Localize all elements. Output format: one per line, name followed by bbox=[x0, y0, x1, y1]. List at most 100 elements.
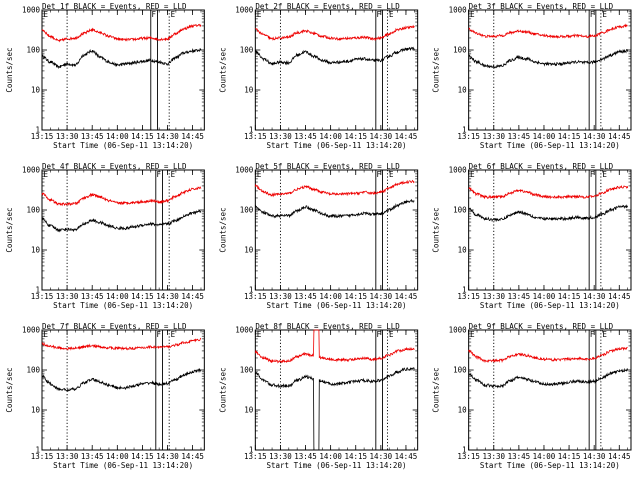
plot-frame bbox=[41, 169, 205, 291]
x-tick-label: 14:30 bbox=[583, 132, 606, 141]
marker-label: E bbox=[171, 330, 176, 339]
events-series-line bbox=[41, 367, 202, 392]
marker-label: F bbox=[156, 330, 161, 339]
x-tick-label: 13:30 bbox=[482, 132, 505, 141]
x-tick-label: 13:15 bbox=[31, 132, 54, 141]
lld-series-line bbox=[254, 329, 415, 364]
events-series-line bbox=[41, 48, 202, 70]
x-tick-label: 13:45 bbox=[294, 132, 317, 141]
x-tick-label: 13:30 bbox=[56, 292, 79, 301]
detector-panel: Det 2f BLACK = Events, RED = LLD 1 10 100 10… bbox=[218, 2, 419, 150]
x-tick-label: 13:15 bbox=[457, 452, 480, 461]
x-axis-label: Start Time (06-Sep-11 13:14:20) bbox=[480, 461, 620, 470]
marker-label: E bbox=[171, 170, 176, 179]
y-tick-label: 100 bbox=[453, 206, 467, 215]
panel-title: Det 5f BLACK = Events, RED = LLD bbox=[255, 162, 400, 171]
x-tick-label: 14:15 bbox=[558, 132, 581, 141]
x-tick-label: 14:45 bbox=[395, 452, 418, 461]
x-tick-label: 14:15 bbox=[131, 292, 154, 301]
y-tick-label: 10 bbox=[31, 406, 41, 415]
x-tick-label: 14:15 bbox=[558, 452, 581, 461]
detector-panel: Det 3f BLACK = Events, RED = LLD 1 10 100 10… bbox=[432, 2, 632, 150]
marker-label: E bbox=[602, 330, 607, 339]
x-tick-label: 13:45 bbox=[81, 452, 104, 461]
events-series-line bbox=[468, 204, 628, 223]
lld-series-line bbox=[468, 184, 628, 200]
marker-label: E bbox=[602, 10, 607, 19]
y-tick-label: 100 bbox=[240, 366, 254, 375]
x-tick-label: 14:30 bbox=[370, 132, 393, 141]
x-tick-label: 14:30 bbox=[583, 292, 606, 301]
x-tick-label: 14:00 bbox=[106, 452, 129, 461]
x-tick-label: 13:15 bbox=[244, 132, 267, 141]
x-axis-label: Start Time (06-Sep-11 13:14:20) bbox=[53, 301, 193, 310]
x-tick-label: 13:30 bbox=[482, 452, 505, 461]
y-axis-label: Counts/sec bbox=[218, 207, 227, 252]
events-series-line bbox=[468, 367, 628, 389]
x-tick-label: 14:00 bbox=[533, 132, 556, 141]
x-tick-label: 13:45 bbox=[508, 292, 531, 301]
y-tick-label: 1000 bbox=[22, 326, 41, 335]
x-tick-label: 13:15 bbox=[244, 452, 267, 461]
x-tick-label: 14:45 bbox=[181, 452, 204, 461]
x-tick-label: 13:15 bbox=[31, 452, 54, 461]
y-tick-label: 1000 bbox=[449, 166, 468, 175]
plot-frame bbox=[254, 9, 419, 131]
marker-label: F bbox=[590, 170, 595, 179]
x-tick-label: 13:30 bbox=[269, 292, 292, 301]
x-tick-label: 14:15 bbox=[558, 292, 581, 301]
detector-panel: Det 8f BLACK = Events, RED = LLD 1 10 100 10… bbox=[218, 322, 419, 470]
y-tick-label: 1 bbox=[462, 286, 467, 295]
y-tick-label: 1 bbox=[35, 446, 40, 455]
x-tick-label: 13:45 bbox=[81, 292, 104, 301]
marker-label: F bbox=[377, 10, 382, 19]
x-axis-label: Start Time (06-Sep-11 13:14:20) bbox=[267, 301, 407, 310]
events-series-line bbox=[254, 198, 415, 219]
lld-series-line bbox=[468, 346, 628, 363]
detector-panel: Det 9f BLACK = Events, RED = LLD 1 10 100 10… bbox=[432, 322, 632, 470]
x-tick-label: 14:00 bbox=[533, 292, 556, 301]
x-tick-label: 13:30 bbox=[269, 132, 292, 141]
y-axis-label: Counts/sec bbox=[432, 367, 441, 412]
marker-label: E bbox=[470, 330, 475, 339]
y-tick-label: 100 bbox=[453, 46, 467, 55]
marker-label: E bbox=[44, 10, 49, 19]
x-axis-label: Start Time (06-Sep-11 13:14:20) bbox=[53, 141, 193, 150]
marker-label: E bbox=[44, 330, 49, 339]
marker-label: E bbox=[389, 170, 394, 179]
x-axis-label: Start Time (06-Sep-11 13:14:20) bbox=[267, 461, 407, 470]
panel-title: Det 2f BLACK = Events, RED = LLD bbox=[255, 2, 400, 11]
panel-title: Det 1f BLACK = Events, RED = LLD bbox=[42, 2, 187, 11]
marker-label: E bbox=[602, 170, 607, 179]
x-tick-label: 14:00 bbox=[106, 292, 129, 301]
y-tick-label: 10 bbox=[31, 86, 41, 95]
panel-title: Det 9f BLACK = Events, RED = LLD bbox=[469, 322, 614, 331]
x-tick-label: 14:45 bbox=[608, 292, 631, 301]
x-tick-label: 13:15 bbox=[31, 292, 54, 301]
x-axis-label: Start Time (06-Sep-11 13:14:20) bbox=[480, 301, 620, 310]
y-tick-label: 1 bbox=[249, 446, 254, 455]
x-tick-label: 13:15 bbox=[244, 292, 267, 301]
x-tick-label: 13:45 bbox=[508, 452, 531, 461]
x-tick-label: 14:45 bbox=[395, 292, 418, 301]
detector-panel: Det 4f BLACK = Events, RED = LLD 1 10 100 10… bbox=[5, 162, 205, 310]
x-tick-label: 14:00 bbox=[106, 132, 129, 141]
marker-label: F bbox=[151, 10, 156, 19]
x-tick-label: 14:45 bbox=[395, 132, 418, 141]
events-series-line bbox=[468, 48, 628, 69]
x-tick-label: 14:15 bbox=[344, 452, 367, 461]
marker-label: E bbox=[257, 330, 262, 339]
marker-label: F bbox=[377, 330, 382, 339]
y-axis-label: Counts/sec bbox=[432, 207, 441, 252]
x-tick-label: 14:45 bbox=[181, 292, 204, 301]
marker-label: F bbox=[377, 170, 382, 179]
y-axis-label: Counts/sec bbox=[218, 367, 227, 412]
x-axis-label: Start Time (06-Sep-11 13:14:20) bbox=[267, 141, 407, 150]
y-axis-label: Counts/sec bbox=[432, 47, 441, 92]
x-tick-label: 14:15 bbox=[131, 132, 154, 141]
lld-series-line bbox=[41, 23, 202, 43]
y-tick-label: 10 bbox=[31, 246, 41, 255]
y-tick-label: 100 bbox=[453, 366, 467, 375]
